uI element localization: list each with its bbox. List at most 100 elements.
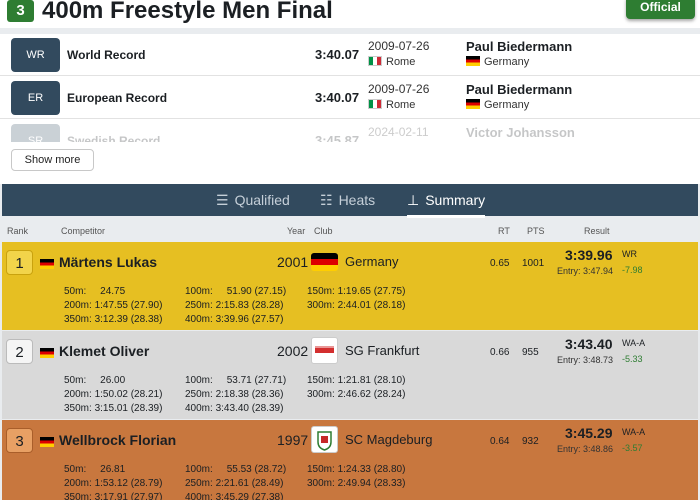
split-value: 400m: xyxy=(185,314,213,325)
entry-time: Entry: 3:48.73 xyxy=(557,355,614,365)
record-badge: ER xyxy=(11,81,60,115)
split-value: 3:12.39 (28.38) xyxy=(94,314,163,325)
record-badge: WR xyxy=(11,38,60,72)
germany-flag-icon xyxy=(466,99,480,109)
result-row-3[interactable]: 3 Wellbrock Florian 1997 SC Magdeburg 0.… xyxy=(2,420,698,500)
record-time: 3:45.87 xyxy=(315,133,360,142)
event-header: 3 400m Freestyle Men Final Official xyxy=(0,0,700,28)
record-flag: WR xyxy=(622,249,637,259)
record-row-european: ER European Record 3:40.07 2009-07-26 Ro… xyxy=(0,77,700,119)
record-name: Swedish Record xyxy=(67,134,161,142)
record-nation-label: Germany xyxy=(484,56,530,68)
col-competitor: Competitor xyxy=(61,226,106,236)
split: 400m: 3:43.40 (28.39) xyxy=(185,403,283,414)
entry-time: Entry: 3:48.86 xyxy=(557,444,614,454)
germany-flag-icon xyxy=(466,56,480,66)
split: 400m: 3:39.96 (27.57) xyxy=(185,314,283,325)
record-city-label: Rome xyxy=(386,56,416,68)
rank-badge: 3 xyxy=(6,428,33,453)
split-value: 200m: xyxy=(64,300,92,311)
split-value: 1:47.55 (27.90) xyxy=(94,300,163,311)
record-nation: Germany xyxy=(466,56,529,68)
split-value: 50m: xyxy=(64,464,87,475)
split: 300m: 2:44.01 (28.18) xyxy=(307,300,405,311)
tab-label: Heats xyxy=(338,192,376,208)
list-icon: ☰ xyxy=(216,192,229,208)
split-value: 55.53 (28.72) xyxy=(226,464,287,475)
split: 300m: 2:49.94 (28.33) xyxy=(307,478,405,489)
record-flag: WA-A xyxy=(622,427,646,437)
split: 150m: 1:19.65 (27.75) xyxy=(307,286,405,297)
record-holder[interactable]: Victor Johansson xyxy=(466,125,575,140)
result-row-1[interactable]: 1 Märtens Lukas 2001 Germany 0.65 1001 3… xyxy=(2,242,698,330)
points: 1001 xyxy=(522,258,545,269)
club-name[interactable]: SG Frankfurt xyxy=(345,343,420,358)
split-value: 3:17.91 (27.97) xyxy=(94,492,163,500)
split-value: 250m: xyxy=(185,300,213,311)
split-value: 350m: xyxy=(64,492,92,500)
record-badge: SR xyxy=(11,124,60,142)
split-value: 300m: xyxy=(307,389,335,400)
result-row-2[interactable]: 2 Klemet Oliver 2002 SG Frankfurt 0.66 9… xyxy=(2,331,698,419)
entry-time: Entry: 3:47.94 xyxy=(557,266,614,276)
record-date: 2009-07-26 xyxy=(368,39,430,53)
tab-heats[interactable]: ☷ Heats xyxy=(320,192,375,209)
reaction-time: 0.66 xyxy=(490,347,510,358)
sg-frankfurt-logo-icon xyxy=(311,337,338,364)
records-panel: WR World Record 3:40.07 2009-07-26 Rome … xyxy=(0,34,700,184)
record-date: 2024-02-11 xyxy=(368,125,429,139)
tab-summary[interactable]: ⊥ Summary xyxy=(407,192,486,218)
split: 250m: 2:21.61 (28.49) xyxy=(185,478,283,489)
split: 200m: 1:50.02 (28.21) xyxy=(64,389,162,400)
split: 200m: 1:53.12 (28.79) xyxy=(64,478,162,489)
record-name: World Record xyxy=(67,48,146,62)
competitor-name[interactable]: Märtens Lukas xyxy=(59,254,158,270)
split: 200m: 1:47.55 (27.90) xyxy=(64,300,162,311)
tab-qualified[interactable]: ☰ Qualified xyxy=(216,192,290,209)
split-value: 1:24.33 (28.80) xyxy=(337,464,406,475)
split: 100m: 55.53 (28.72) xyxy=(185,464,286,475)
split-times: 50m: 24.75 100m: 51.90 (27.15) 150m: 1:1… xyxy=(2,286,698,330)
col-pts: PTS xyxy=(527,226,545,236)
split: 50m: 26.81 xyxy=(64,464,125,475)
time-diff: -5.33 xyxy=(622,354,643,364)
split: 350m: 3:17.91 (27.97) xyxy=(64,492,162,500)
record-holder[interactable]: Paul Biedermann xyxy=(466,82,573,97)
split-times: 50m: 26.00 100m: 53.71 (27.71) 150m: 1:2… xyxy=(2,375,698,419)
competitor-name[interactable]: Klemet Oliver xyxy=(59,343,150,359)
split: 250m: 2:18.38 (28.36) xyxy=(185,389,283,400)
club-name[interactable]: Germany xyxy=(345,254,399,269)
split-value: 24.75 xyxy=(100,286,126,297)
split-value: 3:43.40 (28.39) xyxy=(215,403,284,414)
competitor-name[interactable]: Wellbrock Florian xyxy=(59,432,177,448)
split-value: 250m: xyxy=(185,389,213,400)
split-value: 26.00 xyxy=(100,375,126,386)
record-nation-label: Germany xyxy=(484,99,530,111)
split-value: 400m: xyxy=(185,492,213,500)
germany-flag-icon xyxy=(40,348,54,358)
show-more-button[interactable]: Show more xyxy=(11,149,94,171)
record-time: 3:40.07 xyxy=(315,90,360,105)
record-holder[interactable]: Paul Biedermann xyxy=(466,39,573,54)
col-result: Result xyxy=(584,226,610,236)
italy-flag-icon xyxy=(368,56,382,66)
record-date: 2009-07-26 xyxy=(368,82,430,96)
record-name: European Record xyxy=(67,91,168,105)
germany-club-flag-icon xyxy=(311,253,338,271)
club-name[interactable]: SC Magdeburg xyxy=(345,432,433,447)
record-nation: Germany xyxy=(466,99,529,111)
col-year: Year xyxy=(287,226,306,236)
split-times: 50m: 26.81 100m: 55.53 (28.72) 150m: 1:2… xyxy=(2,464,698,500)
official-status-button[interactable]: Official xyxy=(626,0,695,19)
split: 50m: 26.00 xyxy=(64,375,125,386)
split-value: 53.71 (27.71) xyxy=(226,375,287,386)
record-time: 3:40.07 xyxy=(315,47,360,62)
split: 350m: 3:12.39 (28.38) xyxy=(64,314,162,325)
split-value: 1:19.65 (27.75) xyxy=(337,286,406,297)
split-value: 2:21.61 (28.49) xyxy=(215,478,284,489)
split: 250m: 2:15.83 (28.28) xyxy=(185,300,283,311)
split-value: 2:18.38 (28.36) xyxy=(215,389,284,400)
germany-flag-icon xyxy=(40,259,54,269)
results-tabs: ☰ Qualified ☷ Heats ⊥ Summary xyxy=(2,184,698,218)
split-value: 2:44.01 (28.18) xyxy=(337,300,406,311)
